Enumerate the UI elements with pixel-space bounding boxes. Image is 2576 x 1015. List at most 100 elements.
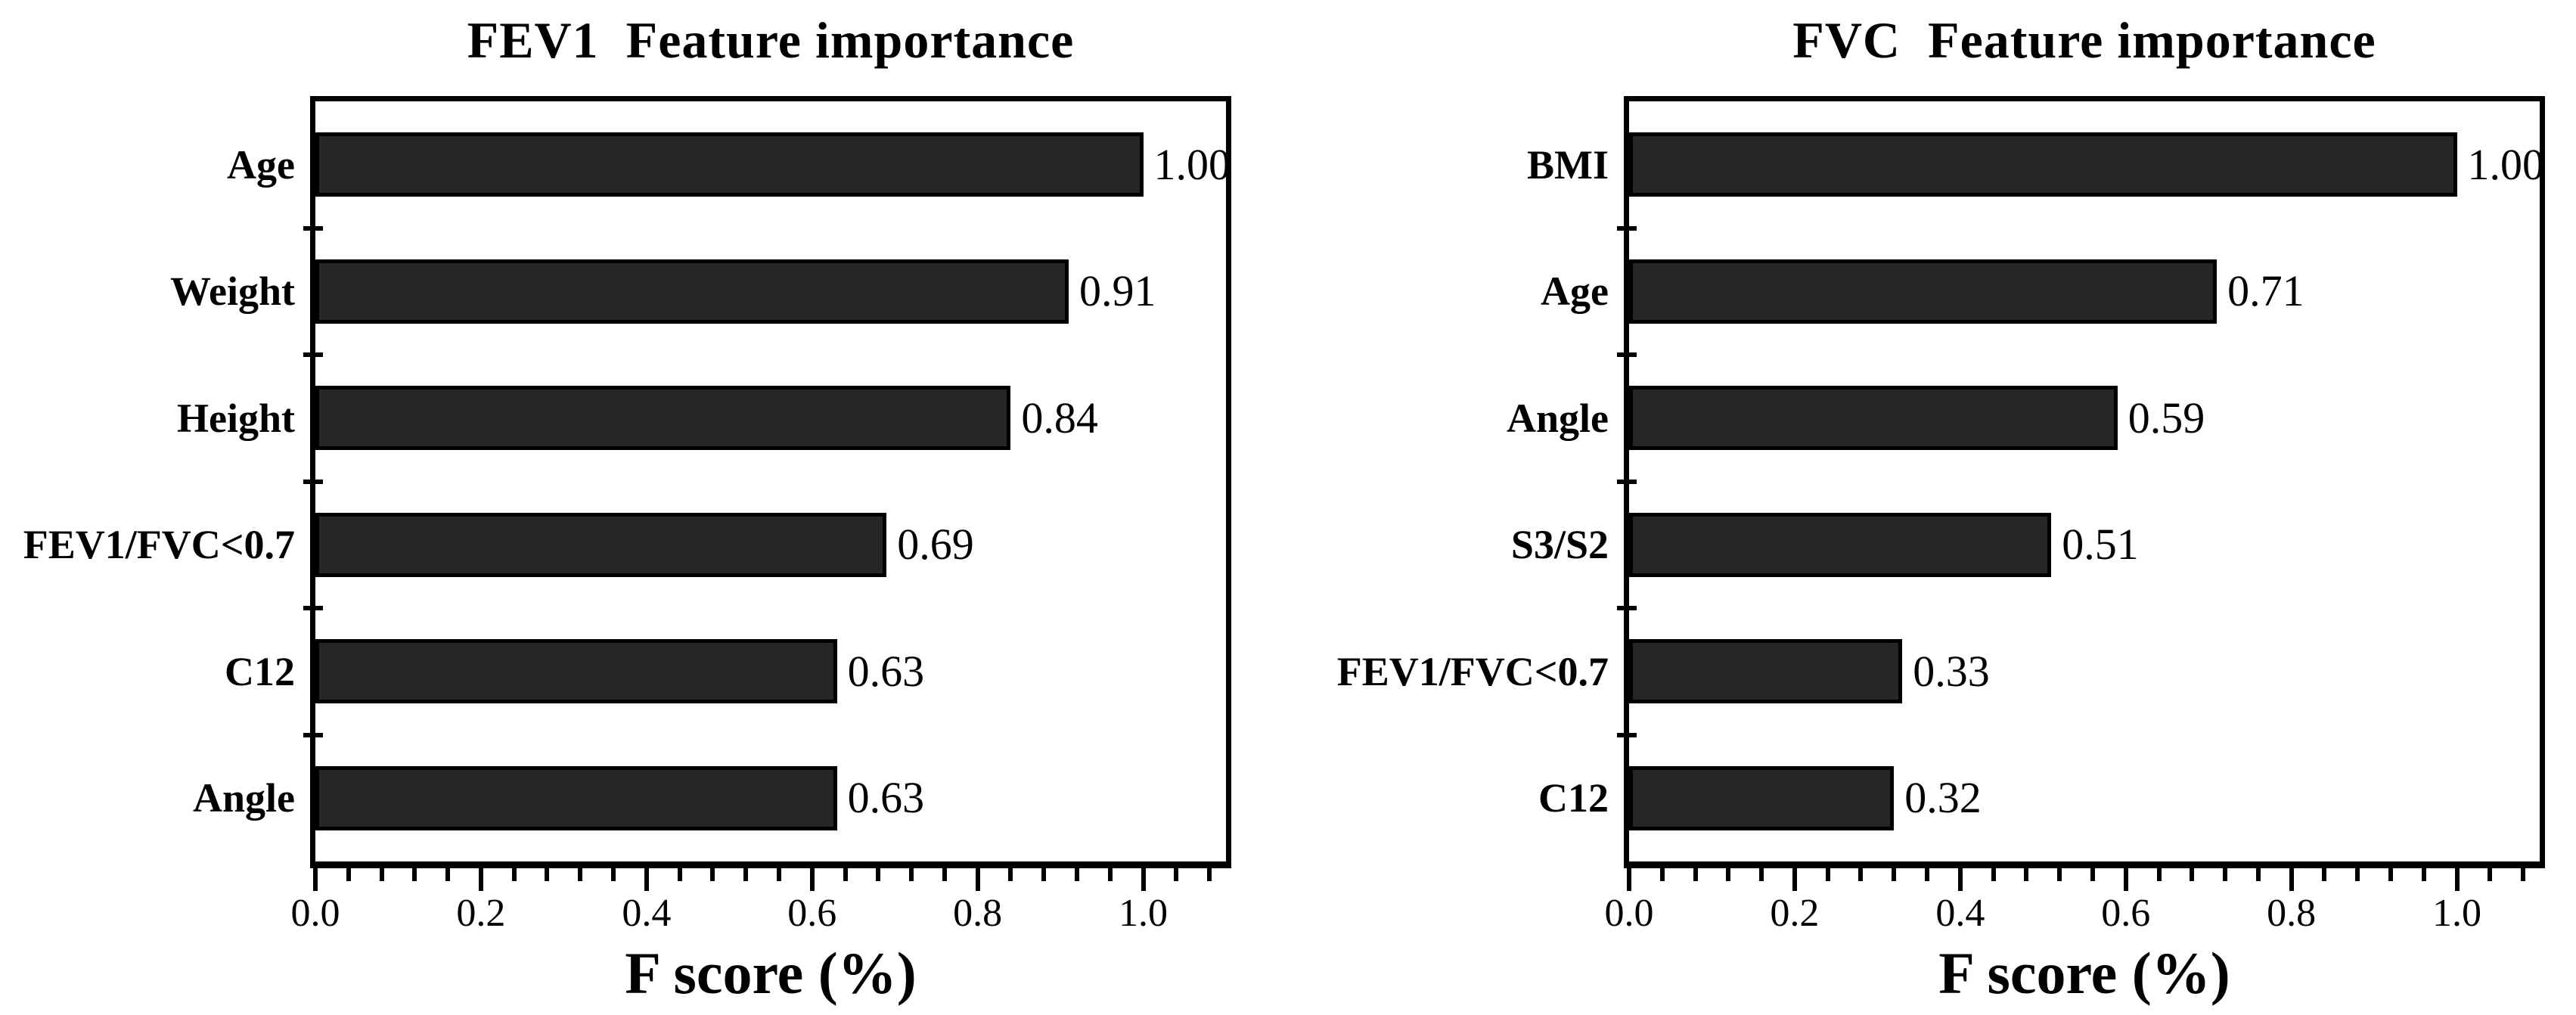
x-major-tick (478, 868, 483, 891)
x-minor-tick (2190, 868, 2195, 881)
category-label: BMI (1527, 141, 1609, 188)
x-minor-tick (2255, 868, 2261, 881)
x-minor-tick (2521, 868, 2526, 881)
x-minor-tick (2388, 868, 2393, 881)
bar-value-label: 0.33 (1913, 646, 1990, 696)
x-tick-label: 0.2 (1770, 892, 1820, 935)
x-tick-label: 0.4 (1935, 892, 1985, 935)
x-minor-tick (611, 868, 616, 881)
x-axis-ticks (1627, 868, 2540, 900)
x-minor-tick (1925, 868, 1930, 881)
x-minor-tick (1759, 868, 1764, 881)
x-minor-tick (1726, 868, 1731, 881)
x-tick-label: 0.0 (1604, 892, 1654, 935)
x-minor-tick (1074, 868, 1079, 881)
y-axis-tick (1617, 732, 1637, 737)
bar (315, 259, 1069, 324)
bar (315, 132, 1144, 197)
x-minor-tick (677, 868, 682, 881)
x-major-tick (809, 868, 815, 891)
x-minor-tick (379, 868, 384, 881)
x-major-tick (313, 868, 318, 891)
category-label: C12 (1538, 775, 1609, 821)
category-label: S3/S2 (1510, 522, 1609, 568)
y-axis-tick (303, 225, 323, 231)
bar (315, 386, 1011, 451)
x-major-tick (644, 868, 649, 891)
x-minor-tick (1858, 868, 1864, 881)
x-minor-tick (1825, 868, 1830, 881)
x-major-tick (2123, 868, 2128, 891)
x-minor-tick (2421, 868, 2426, 881)
x-axis-ticks (313, 868, 1226, 900)
x-minor-tick (776, 868, 781, 881)
x-minor-tick (1693, 868, 1698, 881)
y-axis-tick (303, 479, 323, 484)
bar (1629, 132, 2457, 197)
category-label: Height (177, 395, 295, 441)
category-label: Age (1541, 268, 1609, 315)
x-minor-tick (743, 868, 749, 881)
bar (1629, 386, 2118, 451)
x-minor-tick (511, 868, 517, 881)
x-major-tick (1957, 868, 1963, 891)
y-axis-tick (303, 606, 323, 610)
x-tick-label: 1.0 (1119, 892, 1169, 935)
x-tick-labels: 0.0 0.2 0.4 0.6 0.8 1.0 (291, 892, 1226, 939)
x-tick-label: 0.0 (290, 892, 340, 935)
x-major-tick (1792, 868, 1797, 891)
bar (315, 512, 887, 577)
x-tick-label: 0.6 (2101, 892, 2151, 935)
bar-value-label: 0.63 (847, 773, 925, 823)
chart-title: FVC Feature importance (1792, 11, 2376, 69)
x-major-tick (1627, 868, 1631, 891)
x-tick-label: 0.8 (2267, 892, 2317, 935)
x-major-tick (2289, 868, 2294, 891)
x-tick-labels: 0.0 0.2 0.4 0.6 0.8 1.0 (1605, 892, 2540, 939)
x-minor-tick (2024, 868, 2029, 881)
x-minor-tick (1107, 868, 1113, 881)
x-minor-tick (1041, 868, 1047, 881)
bar (1629, 512, 2052, 577)
x-minor-tick (1207, 868, 1212, 881)
bar-value-label: 0.91 (1079, 266, 1156, 316)
y-axis-tick (1617, 606, 1637, 610)
x-minor-tick (545, 868, 550, 881)
bar-value-label: 1.00 (1153, 139, 1231, 189)
x-tick-label: 0.6 (787, 892, 837, 935)
x-minor-tick (1659, 868, 1665, 881)
bar-value-label: 0.63 (847, 646, 925, 696)
x-minor-tick (346, 868, 351, 881)
category-label: FEV1/FVC<0.7 (1336, 648, 1609, 694)
bar-value-label: 0.32 (1904, 773, 1982, 823)
bar-value-label: 0.71 (2227, 266, 2304, 316)
y-axis-tick (1617, 225, 1637, 231)
y-axis-tick (1617, 352, 1637, 357)
x-minor-tick (2156, 868, 2162, 881)
category-label: Weight (169, 268, 295, 315)
x-axis-label: F score (%) (625, 940, 917, 1006)
x-tick-label: 1.0 (2432, 892, 2482, 935)
x-minor-tick (2355, 868, 2360, 881)
category-label: C12 (225, 648, 295, 694)
x-major-tick (975, 868, 980, 891)
bar-value-label: 0.51 (2062, 520, 2139, 570)
plot-area: 1.00 0.91 0.84 0.69 0.63 0.63 (303, 96, 1231, 868)
category-label: Age (227, 141, 295, 188)
x-minor-tick (942, 868, 947, 881)
plot-area: 1.00 0.71 0.59 0.51 0.33 0.32 (1617, 96, 2545, 868)
x-minor-tick (1174, 868, 1179, 881)
y-axis-tick (303, 352, 323, 357)
x-minor-tick (876, 868, 881, 881)
x-minor-tick (710, 868, 715, 881)
category-label: Angle (193, 775, 295, 821)
x-major-tick (1141, 868, 1146, 891)
x-tick-label: 0.4 (622, 892, 672, 935)
x-minor-tick (445, 868, 451, 881)
fev1-importance-chart: FEV1 Feature importance 1.00 0.91 0.84 0.69… (23, 0, 1231, 1015)
x-minor-tick (1008, 868, 1013, 881)
x-minor-tick (2223, 868, 2228, 881)
bar-value-label: 0.69 (897, 520, 974, 570)
x-minor-tick (412, 868, 417, 881)
bar-value-label: 0.84 (1021, 393, 1098, 442)
